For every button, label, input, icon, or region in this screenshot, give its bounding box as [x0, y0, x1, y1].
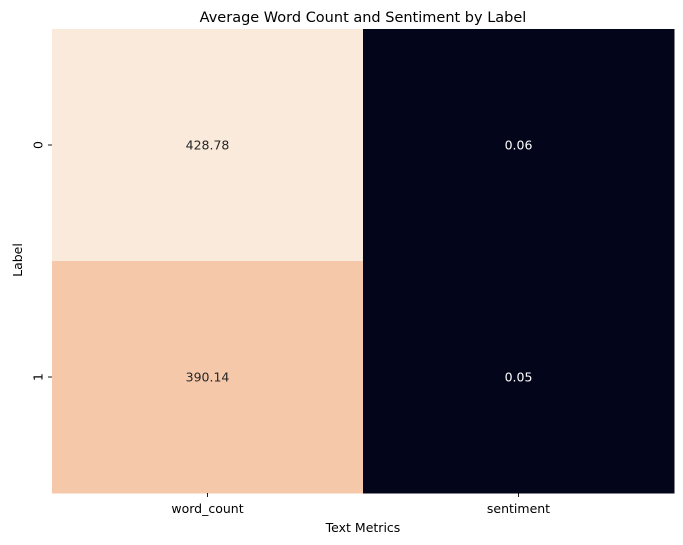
- cell-value-label-0-0: 428.78: [186, 138, 230, 153]
- heatmap-cells: 428.78 0.06 390.14 0.05: [52, 29, 675, 494]
- chart-title: Average Word Count and Sentiment by Labe…: [200, 10, 527, 26]
- x-axis-label: Text Metrics: [325, 520, 401, 535]
- cell-value-label-1-0: 390.14: [186, 370, 230, 385]
- heatmap-cell-1-0: [52, 261, 364, 494]
- y-axis-label: Label: [10, 243, 25, 277]
- cell-value-label-0-1: 0.06: [505, 138, 533, 153]
- y-axis-ticks: 01: [31, 141, 46, 381]
- heatmap-cell-1-1: [363, 261, 675, 494]
- heatmap-cell-0-1: [363, 29, 675, 262]
- x-tick-label: word_count: [171, 501, 243, 516]
- x-axis-ticks: word_count sentiment: [48, 144, 550, 516]
- cell-value-label-1-1: 0.05: [505, 370, 533, 385]
- x-tick-label: sentiment: [487, 501, 550, 516]
- y-tick-label: 0: [31, 141, 46, 149]
- y-tick-label: 1: [31, 373, 46, 381]
- heatmap-cell-0-0: [52, 29, 364, 262]
